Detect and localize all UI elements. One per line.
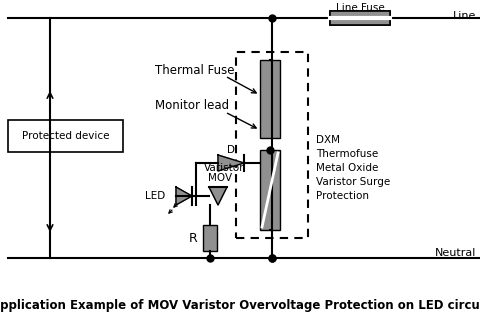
Text: DXM: DXM [315,135,339,145]
Polygon shape [176,187,192,205]
Text: D: D [227,145,235,155]
Bar [329,11,389,25]
Polygon shape [209,187,227,205]
Bar [8,120,123,152]
Text: Thermal Fuse: Thermal Fuse [155,64,234,76]
Text: Metal Oxide: Metal Oxide [315,163,378,173]
Text: Line Fuse: Line Fuse [335,3,384,13]
Text: MOV: MOV [207,173,231,183]
Text: Monitor lead: Monitor lead [155,99,228,111]
Text: Varistor: Varistor [204,163,244,173]
Text: LED: LED [144,191,165,201]
Text: Protection: Protection [315,191,368,201]
Text: R: R [189,232,198,244]
Bar [236,52,307,238]
Text: Application Example of MOV Varistor Overvoltage Protection on LED circuit: Application Example of MOV Varistor Over… [0,300,480,312]
Bar [329,11,389,25]
Text: Line: Line [452,11,475,21]
Bar [260,60,279,138]
Text: Varistor Surge: Varistor Surge [315,177,389,187]
Text: Thermofuse: Thermofuse [315,149,377,159]
Text: Protected device: Protected device [22,131,109,141]
Bar [203,225,216,251]
Text: Neutral: Neutral [434,248,475,258]
Polygon shape [217,155,243,171]
Bar [260,150,279,230]
